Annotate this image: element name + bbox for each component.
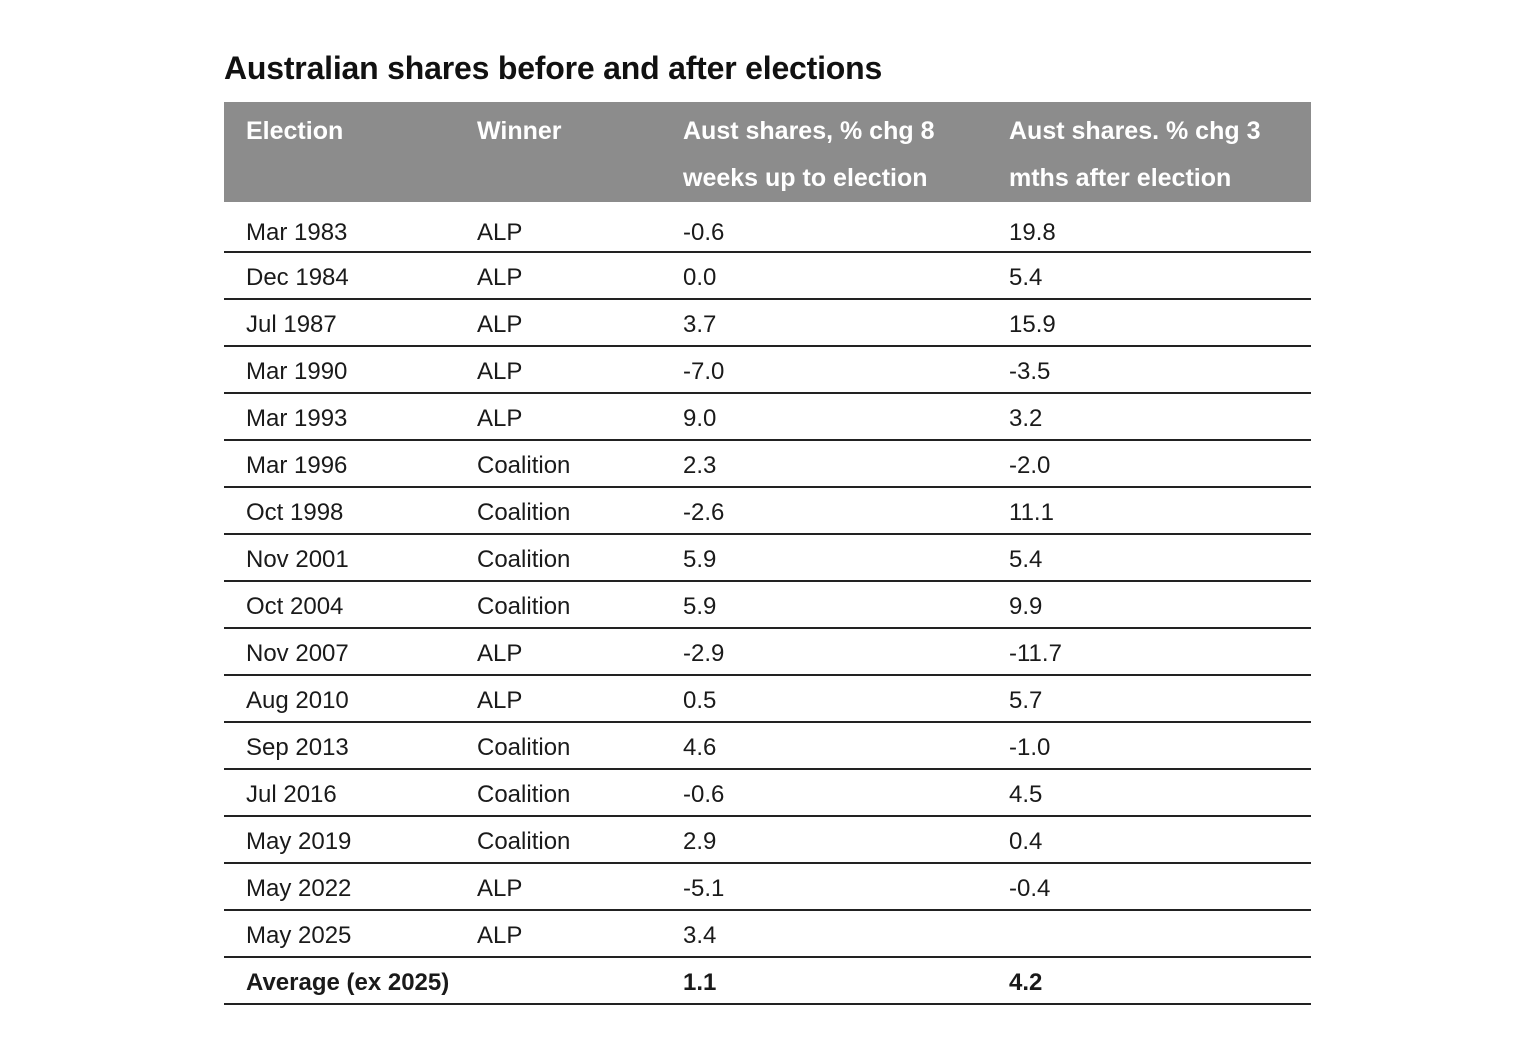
table-cell: -3.5 — [987, 346, 1311, 394]
table-cell: 2.9 — [661, 816, 987, 864]
table-cell: ALP — [455, 393, 661, 441]
header-row: Election Winner Aust shares, % chg 8 wee… — [224, 102, 1311, 202]
table-row: May 2025 ALP 3.4 — [224, 910, 1311, 958]
table-row: Sep 2013 Coalition 4.6 -1.0 — [224, 722, 1311, 770]
table-cell: Sep 2013 — [224, 722, 455, 770]
table-cell: 3.4 — [661, 910, 987, 958]
table-cell: Mar 1996 — [224, 440, 455, 488]
table-cell — [455, 957, 661, 1005]
table-cell: Coalition — [455, 440, 661, 488]
table-cell: Mar 1990 — [224, 346, 455, 394]
table-cell: -2.6 — [661, 487, 987, 535]
table-cell: -7.0 — [661, 346, 987, 394]
table-cell: Coalition — [455, 769, 661, 817]
table-cell: 9.9 — [987, 581, 1311, 629]
table-row: Nov 2007 ALP -2.9 -11.7 — [224, 628, 1311, 676]
table-cell: 4.5 — [987, 769, 1311, 817]
table-row: Aug 2010 ALP 0.5 5.7 — [224, 675, 1311, 723]
table-row: Dec 1984 ALP 0.0 5.4 — [224, 252, 1311, 300]
table-cell: 0.4 — [987, 816, 1311, 864]
table-cell: Aug 2010 — [224, 675, 455, 723]
table-cell: 5.4 — [987, 252, 1311, 300]
table-row: Jul 1987 ALP 3.7 15.9 — [224, 299, 1311, 347]
table-figure: Australian shares before and after elect… — [224, 48, 1311, 1005]
table-cell: Jul 1987 — [224, 299, 455, 347]
table-cell: ALP — [455, 910, 661, 958]
table-cell: May 2019 — [224, 816, 455, 864]
table-row: Mar 1996 Coalition 2.3 -2.0 — [224, 440, 1311, 488]
column-header: Aust shares. % chg 3 mths after election — [1009, 117, 1261, 192]
table-cell: Nov 2007 — [224, 628, 455, 676]
table-cell: -5.1 — [661, 863, 987, 911]
table-cell: Oct 1998 — [224, 487, 455, 535]
table-row: May 2022 ALP -5.1 -0.4 — [224, 863, 1311, 911]
table-cell: ALP — [455, 675, 661, 723]
table-cell: ALP — [455, 863, 661, 911]
table-cell: 19.8 — [987, 202, 1311, 253]
chart-title: Australian shares before and after elect… — [224, 50, 883, 86]
table-cell: May 2022 — [224, 863, 455, 911]
table-cell: 5.4 — [987, 534, 1311, 582]
table-cell: 11.1 — [987, 487, 1311, 535]
table-cell: ALP — [455, 346, 661, 394]
table-cell: ALP — [455, 628, 661, 676]
table-cell: ALP — [455, 202, 661, 253]
table-cell: 4.6 — [661, 722, 987, 770]
table-cell: -11.7 — [987, 628, 1311, 676]
table-cell: 3.7 — [661, 299, 987, 347]
table-row: May 2019 Coalition 2.9 0.4 — [224, 816, 1311, 864]
table-cell — [987, 910, 1311, 958]
table-row: Oct 2004 Coalition 5.9 9.9 — [224, 581, 1311, 629]
table-cell: 4.2 — [987, 957, 1311, 1005]
column-header: Aust shares, % chg 8 weeks up to electio… — [683, 117, 935, 192]
table-cell: Coalition — [455, 581, 661, 629]
table-row: Oct 1998 Coalition -2.6 11.1 — [224, 487, 1311, 535]
table-body: Mar 1983 ALP -0.6 19.8 Dec 1984 ALP 0.0 5.4 Jul … — [224, 202, 1311, 1005]
table-cell: 0.0 — [661, 252, 987, 300]
table-row: Mar 1983 ALP -0.6 19.8 — [224, 202, 1311, 253]
table-cell: 15.9 — [987, 299, 1311, 347]
table-cell: Coalition — [455, 487, 661, 535]
table-cell: May 2025 — [224, 910, 455, 958]
table-cell: 5.7 — [987, 675, 1311, 723]
table-cell: Coalition — [455, 722, 661, 770]
average-row: Average (ex 2025) 1.1 4.2 — [224, 957, 1311, 1005]
table-cell: -0.6 — [661, 769, 987, 817]
table-cell: Nov 2001 — [224, 534, 455, 582]
table-cell: 1.1 — [661, 957, 987, 1005]
table-cell: -0.4 — [987, 863, 1311, 911]
table-cell: 9.0 — [661, 393, 987, 441]
data-table: Election Winner Aust shares, % chg 8 wee… — [224, 102, 1311, 1005]
table-cell: ALP — [455, 299, 661, 347]
table-row: Jul 2016 Coalition -0.6 4.5 — [224, 769, 1311, 817]
table-cell: Dec 1984 — [224, 252, 455, 300]
table-cell: -0.6 — [661, 202, 987, 253]
table-row: Mar 1993 ALP 9.0 3.2 — [224, 393, 1311, 441]
table-cell: Oct 2004 — [224, 581, 455, 629]
table-cell: 2.3 — [661, 440, 987, 488]
table-cell: 0.5 — [661, 675, 987, 723]
table-cell: 5.9 — [661, 581, 987, 629]
table-cell: Mar 1983 — [224, 202, 455, 253]
table-cell: Coalition — [455, 534, 661, 582]
table-cell: Average (ex 2025) — [224, 957, 455, 1005]
table-cell: -1.0 — [987, 722, 1311, 770]
column-header: Election — [246, 117, 344, 145]
table-cell: Mar 1993 — [224, 393, 455, 441]
table-cell: -2.0 — [987, 440, 1311, 488]
table-row: Mar 1990 ALP -7.0 -3.5 — [224, 346, 1311, 394]
table-cell: -2.9 — [661, 628, 987, 676]
table-row: Nov 2001 Coalition 5.9 5.4 — [224, 534, 1311, 582]
column-header: Winner — [477, 117, 562, 145]
table-cell: 5.9 — [661, 534, 987, 582]
table-cell: Jul 2016 — [224, 769, 455, 817]
table-cell: 3.2 — [987, 393, 1311, 441]
table-cell: Coalition — [455, 816, 661, 864]
table-cell: ALP — [455, 252, 661, 300]
